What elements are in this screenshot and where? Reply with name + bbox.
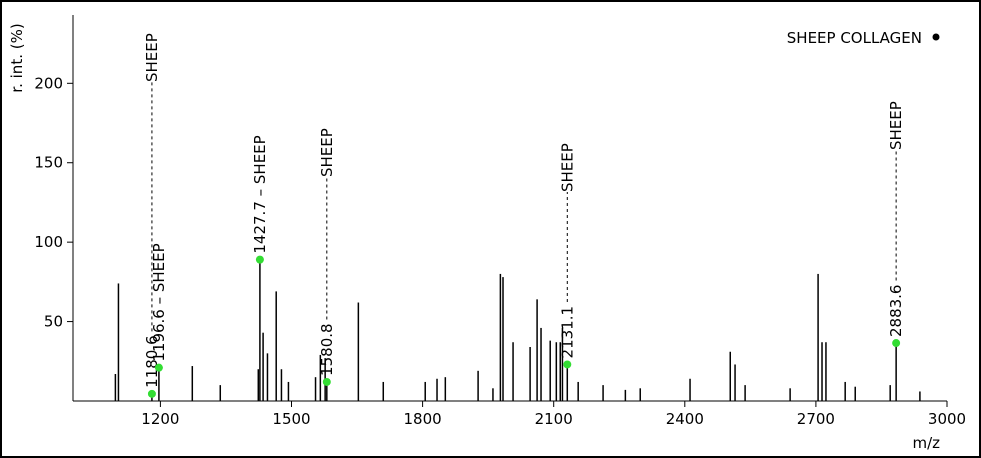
x-tick-label: 1500: [272, 410, 310, 428]
peak-marker: [154, 363, 163, 372]
y-tick-label: 50: [44, 313, 63, 331]
peak-marker: [322, 377, 331, 386]
peak-tag: SHEEP: [318, 128, 336, 177]
peak-marker: [563, 360, 572, 369]
peak-tag: SHEEP: [143, 33, 161, 82]
peak-label: 2883.6: [887, 285, 905, 338]
x-tick-label: 3000: [928, 410, 966, 428]
peak-label: 1580.8: [318, 323, 336, 376]
peak-tag: SHEEP: [558, 143, 576, 192]
peak-label: 1180.6: [143, 335, 161, 388]
peak-label: 1196.6 – SHEEP: [150, 243, 168, 361]
y-tick-label: 100: [34, 233, 63, 251]
x-tick-label: 2400: [666, 410, 704, 428]
peak-marker: [892, 339, 901, 348]
x-tick-label: 1200: [141, 410, 179, 428]
x-axis-label: m/z: [912, 434, 940, 452]
y-tick-label: 150: [34, 154, 63, 172]
legend-label: SHEEP COLLAGEN: [787, 29, 922, 47]
x-tick-label: 2100: [535, 410, 573, 428]
peak-marker: [255, 255, 264, 264]
peak-marker: [147, 389, 156, 398]
legend-marker: [932, 33, 940, 41]
peak-tag: SHEEP: [887, 101, 905, 150]
peak-label: 2131.1: [558, 306, 576, 359]
y-axis-label: r. int. (%): [8, 23, 26, 92]
x-tick-label: 1800: [404, 410, 442, 428]
peak-label: 1427.7 – SHEEP: [251, 135, 269, 253]
y-tick-label: 200: [34, 74, 63, 92]
x-tick-label: 2700: [797, 410, 835, 428]
